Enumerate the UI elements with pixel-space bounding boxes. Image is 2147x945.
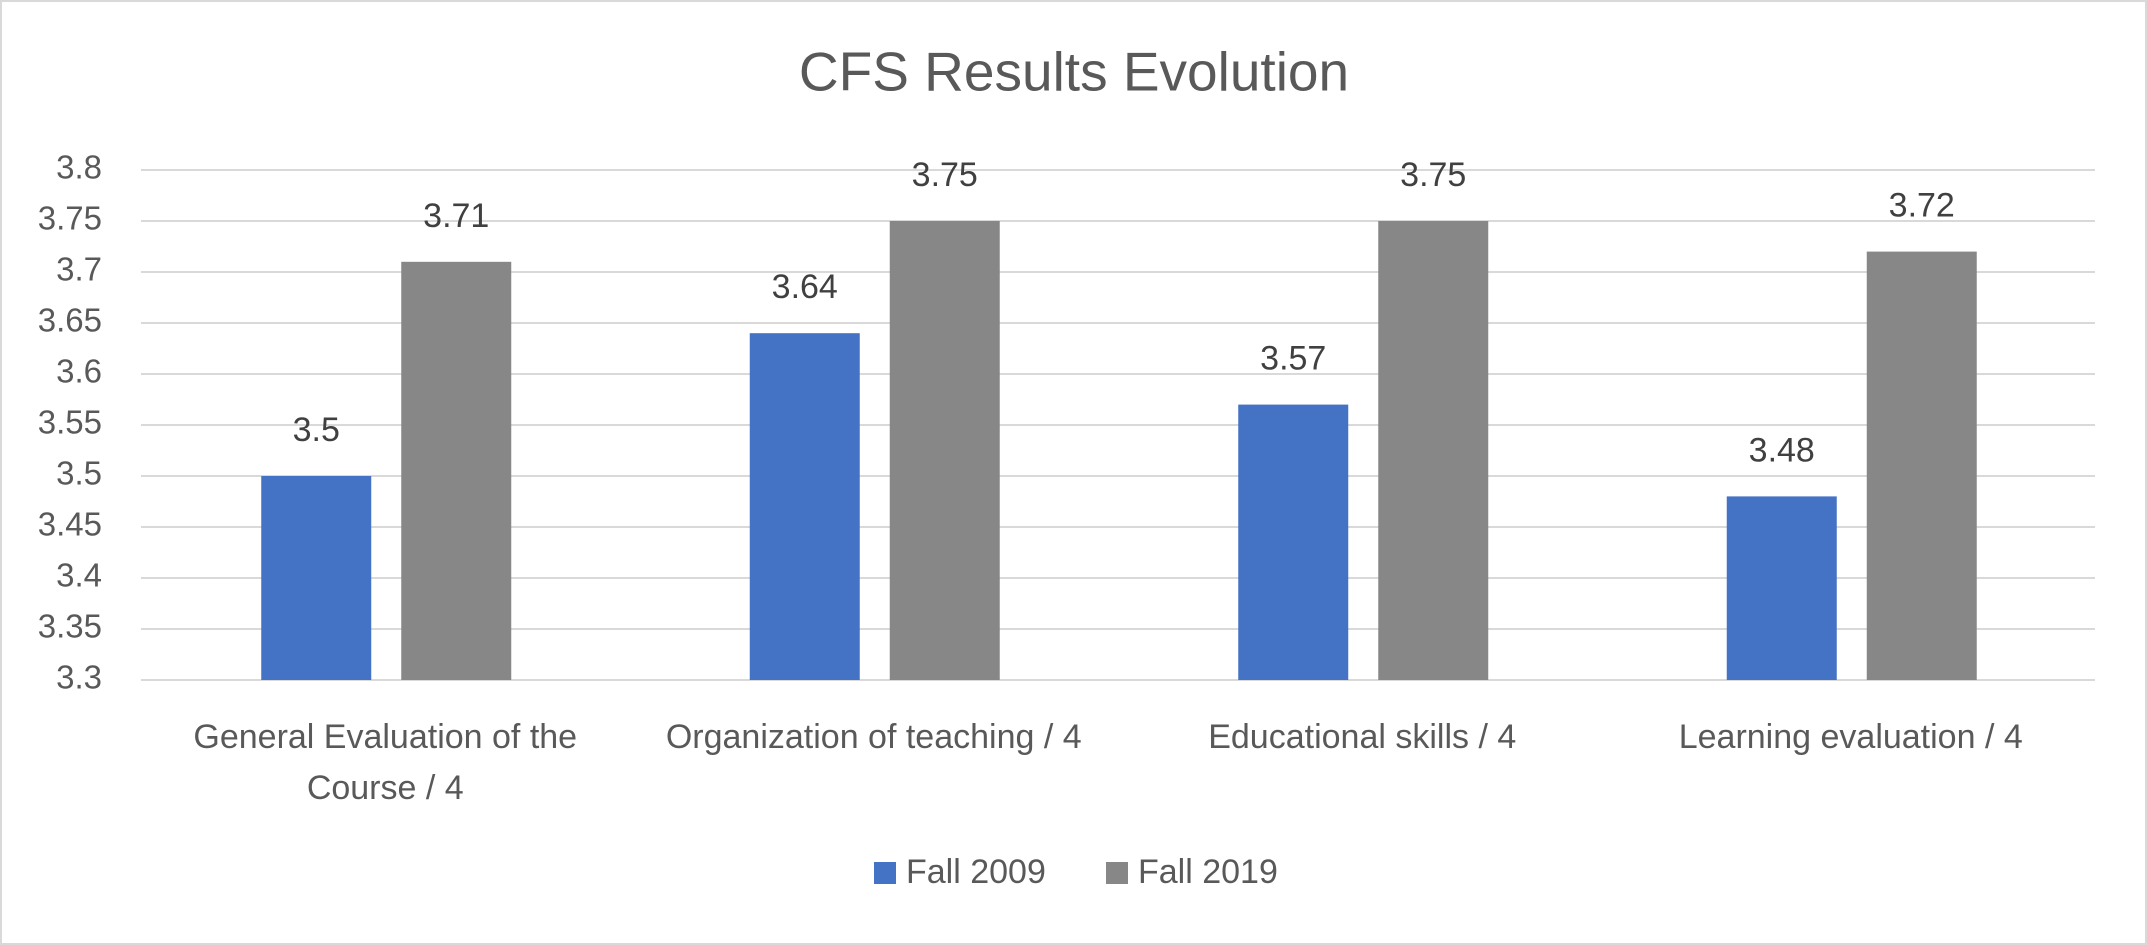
y-tick-label: 3.65: [38, 302, 102, 339]
legend-swatch: [874, 862, 896, 884]
bar: [401, 261, 512, 680]
data-label: 3.48: [1749, 431, 1815, 469]
bar: [889, 221, 1000, 680]
y-tick-label: 3.35: [38, 608, 102, 645]
data-label: 3.75: [1400, 156, 1466, 194]
bar: [1726, 496, 1837, 680]
bar: [1866, 251, 1977, 680]
legend-label: Fall 2009: [906, 853, 1046, 891]
legend-label: Fall 2019: [1138, 853, 1278, 891]
data-label: 3.71: [423, 197, 489, 235]
legend-swatch: [1106, 862, 1128, 884]
data-label: 3.57: [1260, 340, 1326, 378]
y-tick-label: 3.75: [38, 200, 102, 237]
bar: [261, 476, 372, 680]
x-tick-label: Learning evaluation / 4: [1678, 718, 2023, 756]
x-tick-label: Organization of teaching / 4: [665, 718, 1082, 756]
y-tick-label: 3.45: [38, 506, 102, 543]
y-tick-label: 3.3: [56, 659, 102, 696]
data-label: 3.72: [1889, 187, 1955, 225]
data-label: 3.75: [912, 156, 978, 194]
bar: [1238, 404, 1349, 680]
bar: [749, 333, 860, 680]
bar: [1378, 221, 1489, 680]
y-tick-label: 3.6: [56, 353, 102, 390]
y-tick-label: 3.7: [56, 251, 102, 288]
data-label: 3.5: [293, 411, 340, 449]
x-tick-label: Educational skills / 4: [1208, 718, 1517, 756]
y-tick-label: 3.4: [56, 557, 102, 594]
y-tick-label: 3.5: [56, 455, 102, 492]
data-label: 3.64: [772, 268, 838, 306]
x-tick-label: General Evaluation of the Course / 4: [193, 718, 578, 807]
y-tick-label: 3.55: [38, 404, 102, 441]
chart-title: CFS Results Evolution: [799, 41, 1349, 103]
y-tick-label: 3.8: [56, 149, 102, 186]
